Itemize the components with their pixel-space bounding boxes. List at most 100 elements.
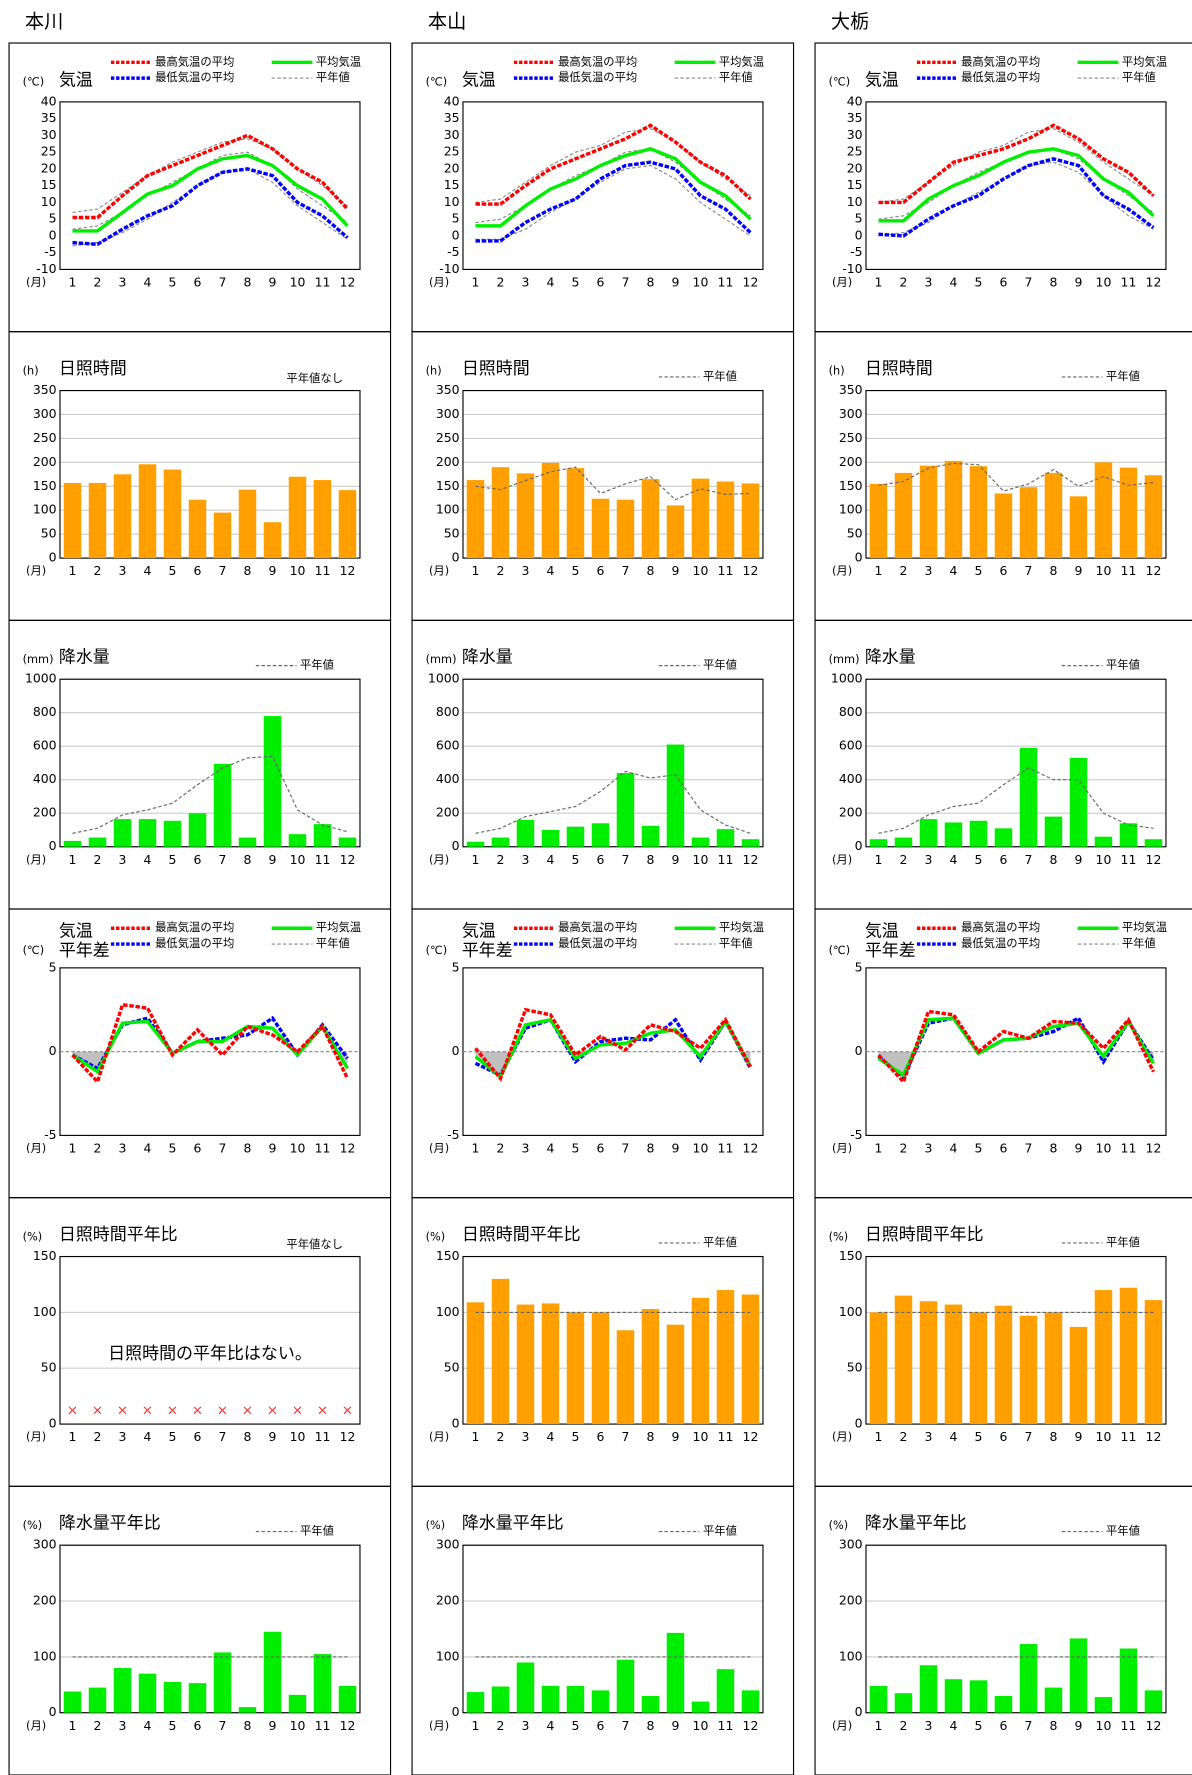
missing-mark: × bbox=[142, 1402, 153, 1418]
legend-label: 平年値 bbox=[316, 936, 350, 950]
chart-title: 気温 bbox=[865, 70, 899, 90]
y-tick-label: 25 bbox=[41, 144, 57, 159]
legend-label: 平年値 bbox=[719, 936, 753, 950]
x-tick-label: 1 bbox=[472, 1429, 480, 1444]
x-tick-label: 2 bbox=[497, 563, 505, 578]
x-tick-label: 1 bbox=[875, 1718, 883, 1733]
y-tick-label: 35 bbox=[41, 110, 57, 125]
x-tick-label: 7 bbox=[1025, 852, 1033, 867]
x-tick-label: 5 bbox=[572, 1429, 580, 1444]
x-tick-label: 3 bbox=[925, 1718, 933, 1733]
y-tick-label: 300 bbox=[839, 1537, 863, 1552]
plot-frame bbox=[462, 1544, 764, 1714]
y-tick-label: 150 bbox=[33, 478, 57, 493]
bar bbox=[1019, 1644, 1038, 1713]
y-axis-label: (℃) bbox=[426, 943, 448, 957]
y-tick-label: 0 bbox=[855, 550, 863, 565]
bar bbox=[516, 1304, 535, 1425]
x-tick-label: 8 bbox=[647, 275, 655, 290]
x-tick-label: 9 bbox=[672, 1429, 680, 1444]
x-tick-label: 9 bbox=[1075, 852, 1083, 867]
bar bbox=[969, 1680, 988, 1713]
x-tick-label: 11 bbox=[1121, 852, 1137, 867]
plot-frame bbox=[462, 1255, 764, 1425]
x-tick-label: 2 bbox=[94, 852, 102, 867]
x-tick-label: 2 bbox=[900, 852, 908, 867]
x-tick-label: 6 bbox=[1000, 1140, 1008, 1155]
normal-note: 平年値なし bbox=[286, 1237, 343, 1251]
x-tick-label: 12 bbox=[743, 1718, 759, 1733]
bar bbox=[541, 1303, 560, 1425]
bar bbox=[1044, 1312, 1063, 1425]
legend-label: 平年値 bbox=[1106, 658, 1140, 672]
series-line bbox=[71, 1019, 349, 1075]
legend-label: 最高気温の平均 bbox=[155, 54, 234, 68]
y-tick-label: 0 bbox=[452, 1416, 460, 1431]
y-tick-label: -5 bbox=[44, 244, 56, 259]
y-tick-label: -10 bbox=[36, 261, 56, 276]
y-tick-label: 150 bbox=[436, 1248, 460, 1263]
x-axis-label: (月) bbox=[26, 1141, 46, 1155]
x-axis-label: (月) bbox=[429, 275, 449, 289]
x-tick-label: 3 bbox=[925, 1429, 933, 1444]
series-line bbox=[72, 153, 349, 233]
y-tick-label: 800 bbox=[436, 704, 460, 719]
chart-title: 平年差 bbox=[59, 941, 110, 961]
y-tick-label: 0 bbox=[452, 550, 460, 565]
y-axis-label: (h) bbox=[829, 363, 845, 377]
bar bbox=[516, 1662, 535, 1713]
bar bbox=[213, 512, 232, 559]
bar bbox=[213, 763, 232, 847]
chart-title: 日照時間 bbox=[462, 359, 530, 379]
x-tick-label: 6 bbox=[597, 1140, 605, 1155]
x-tick-label: 11 bbox=[718, 275, 734, 290]
x-tick-label: 11 bbox=[315, 852, 331, 867]
y-axis-label: (mm) bbox=[23, 652, 54, 666]
negative-area bbox=[878, 1051, 1154, 1076]
bar bbox=[263, 522, 282, 559]
bar bbox=[591, 1690, 610, 1713]
x-tick-label: 9 bbox=[269, 1140, 277, 1155]
x-tick-label: 3 bbox=[119, 852, 127, 867]
bar bbox=[338, 837, 357, 847]
bar bbox=[691, 837, 710, 847]
bar bbox=[1069, 1326, 1088, 1425]
station-name: 大栃 bbox=[831, 10, 869, 33]
bar bbox=[566, 1685, 585, 1713]
bar bbox=[313, 1654, 332, 1713]
bar bbox=[1094, 1290, 1113, 1425]
x-tick-label: 8 bbox=[647, 1140, 655, 1155]
x-tick-label: 4 bbox=[950, 1140, 958, 1155]
legend-label: 平年値 bbox=[703, 369, 737, 383]
x-tick-label: 4 bbox=[950, 563, 958, 578]
bar bbox=[666, 1324, 685, 1425]
chart-title: 降水量平年比 bbox=[462, 1514, 564, 1534]
y-tick-label: 100 bbox=[839, 502, 863, 517]
y-tick-label: 10 bbox=[41, 194, 57, 209]
x-axis-label: (月) bbox=[429, 564, 449, 578]
x-tick-label: 2 bbox=[94, 1140, 102, 1155]
bar bbox=[541, 462, 560, 559]
plot-frame bbox=[59, 1544, 361, 1714]
missing-mark: × bbox=[317, 1402, 328, 1418]
bar bbox=[616, 1330, 635, 1425]
legend-label: 平年値 bbox=[719, 70, 753, 84]
plot-frame bbox=[865, 389, 1167, 559]
y-tick-label: 0 bbox=[49, 550, 57, 565]
x-tick-label: 9 bbox=[1075, 275, 1083, 290]
bar bbox=[1144, 839, 1163, 847]
chart-title: 降水量 bbox=[865, 648, 916, 668]
plot-frame bbox=[865, 1544, 1167, 1714]
y-tick-label: 50 bbox=[847, 1360, 863, 1375]
bar bbox=[616, 773, 635, 847]
bar bbox=[213, 1652, 232, 1713]
bar bbox=[641, 1309, 660, 1425]
y-tick-label: 50 bbox=[847, 526, 863, 541]
y-tick-label: 800 bbox=[33, 704, 57, 719]
x-tick-label: 5 bbox=[572, 1140, 580, 1155]
x-tick-label: 7 bbox=[1025, 1429, 1033, 1444]
bar bbox=[188, 813, 207, 847]
normal-line bbox=[878, 161, 1154, 237]
bar bbox=[238, 837, 257, 847]
y-tick-label: 15 bbox=[41, 177, 57, 192]
